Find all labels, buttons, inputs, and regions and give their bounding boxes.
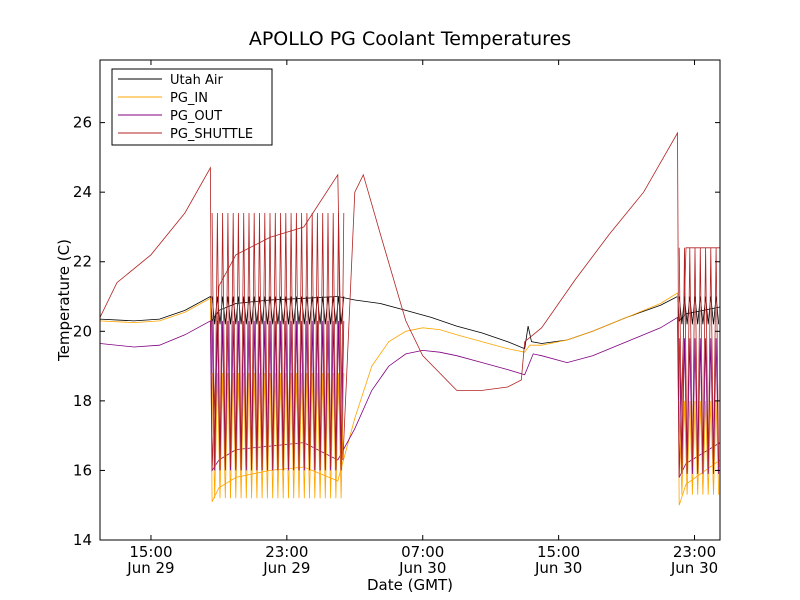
legend-box (111, 68, 273, 146)
x-tick-label-time: 23:00 (673, 543, 716, 561)
y-tick-label: 16 (73, 461, 92, 479)
series-layer (100, 131, 720, 506)
chart-title: APOLLO PG Coolant Temperatures (249, 28, 571, 50)
y-tick-label: 24 (73, 183, 92, 201)
legend-label-pg-in: PG_IN (170, 91, 208, 106)
oscillation-pg-in-1 (211, 372, 345, 499)
plot-frame (99, 59, 721, 541)
series-line-pg-in (100, 292, 720, 506)
x-tick-label-day: Jun 30 (670, 559, 718, 577)
x-tick-label-day: Jun 29 (262, 559, 310, 577)
legend: Utah Air PG_IN PG_OUT PG_SHUTTLE (111, 68, 273, 146)
y-tick-label: 22 (73, 253, 92, 271)
x-axis-label: Date (GMT) (367, 576, 453, 594)
x-tick-label-day: Jun 29 (126, 559, 174, 577)
y-axis-label: Temperature (C) (55, 239, 73, 362)
x-tick-label-day: Jun 30 (534, 559, 582, 577)
oscillation-pg-out-6 (678, 338, 720, 474)
oscillation-pg-shuttle-7 (678, 247, 720, 468)
y-tick-label: 14 (73, 531, 92, 549)
y-tick-label: 26 (73, 114, 92, 132)
y-tick-label: 20 (73, 322, 92, 340)
x-tick-label-time: 23:00 (265, 543, 308, 561)
legend-label-utah-air: Utah Air (170, 73, 223, 88)
oscillation-utah-air-4 (678, 296, 720, 325)
x-tick-label-time: 15:00 (537, 543, 580, 561)
x-tick-label-time: 15:00 (129, 543, 172, 561)
legend-label-pg-out: PG_OUT (170, 109, 222, 124)
x-tick-label-day: Jun 30 (398, 559, 446, 577)
oscillation-pg-shuttle-3 (211, 212, 345, 468)
oscillation-pg-out-2 (211, 320, 345, 471)
x-tick-label-time: 07:00 (401, 543, 444, 561)
series-line-pg-shuttle (100, 131, 720, 478)
y-tick-label: 18 (73, 392, 92, 410)
legend-label-pg-shuttle: PG_SHUTTLE (170, 127, 253, 142)
oscillation-pg-in-5 (678, 400, 720, 495)
